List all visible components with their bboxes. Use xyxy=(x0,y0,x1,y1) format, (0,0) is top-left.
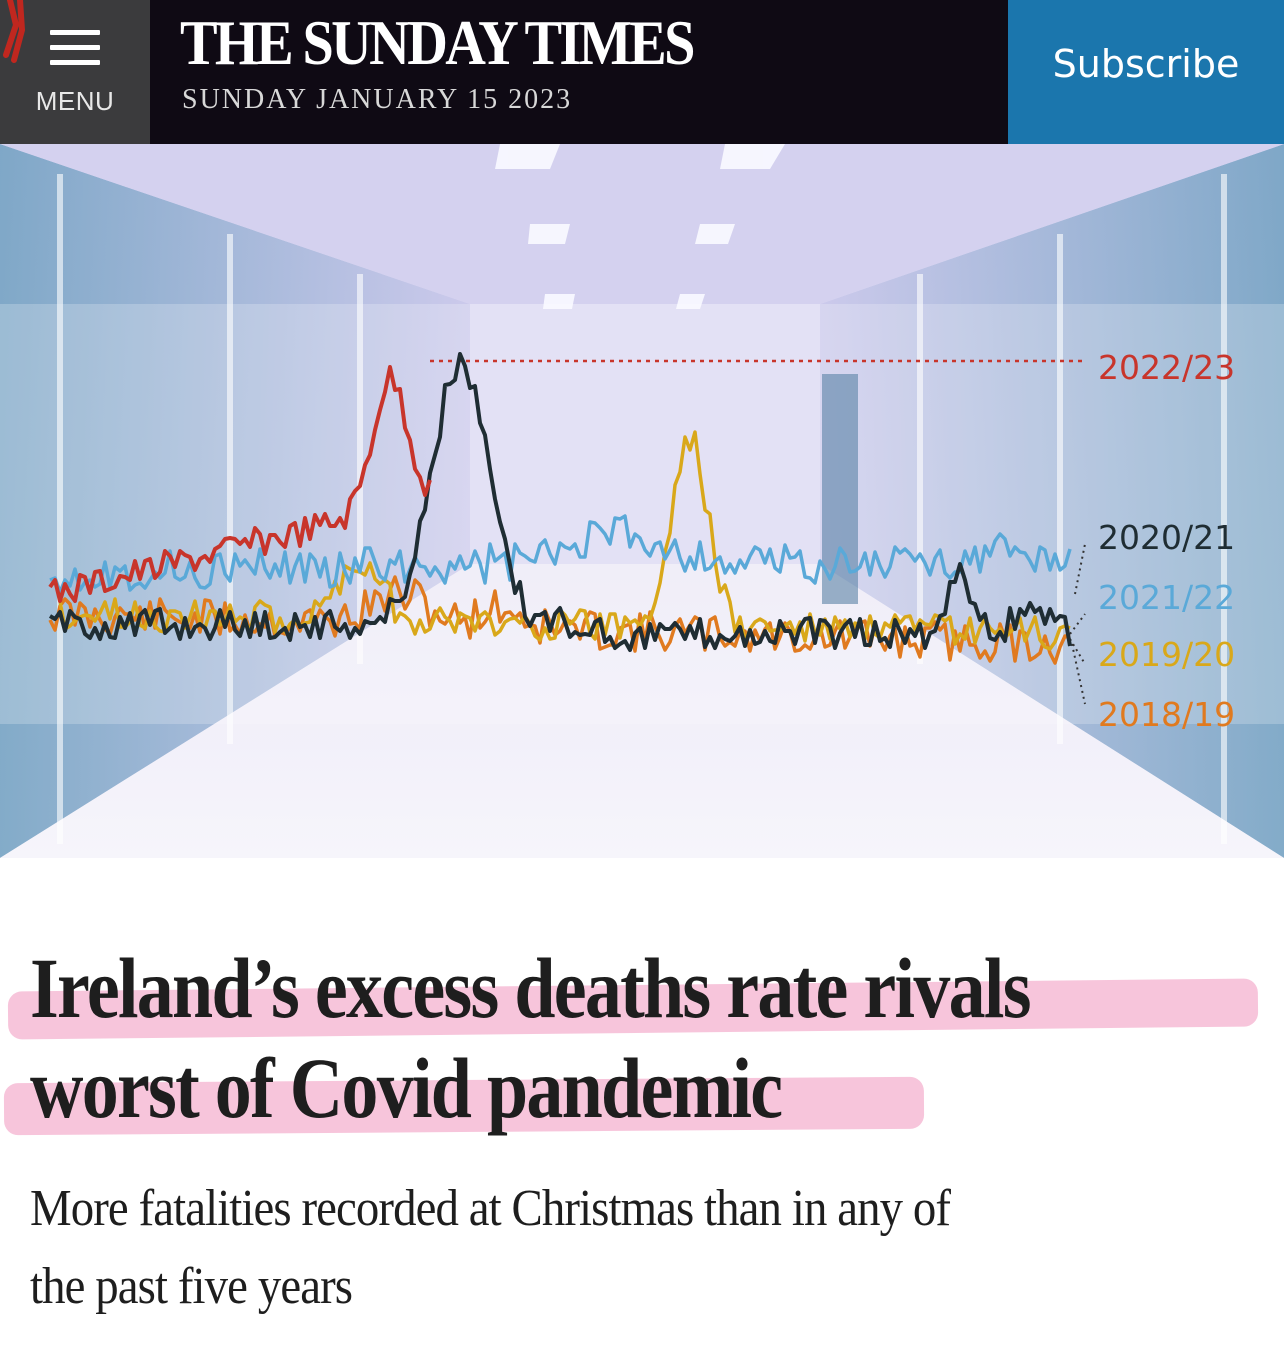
hero-image: 2022/23 2020/21 2021/22 2019/20 2018/19 xyxy=(0,144,1284,858)
masthead-logo[interactable]: THE SUNDAY TIMES xyxy=(180,7,695,78)
chart-series-labels: 2022/23 2020/21 2021/22 2019/20 2018/19 xyxy=(1098,348,1235,734)
article-standfirst: More fatalities recorded at Christmas th… xyxy=(30,1170,1260,1326)
series-label-2019-20: 2019/20 xyxy=(1098,635,1235,674)
subscribe-label: Subscribe xyxy=(1052,42,1240,86)
series-label-2021-22: 2021/22 xyxy=(1098,578,1235,617)
series-label-2022-23: 2022/23 xyxy=(1098,348,1235,387)
hamburger-icon xyxy=(50,30,100,66)
corridor-door xyxy=(822,374,858,604)
subscribe-button[interactable]: Subscribe xyxy=(1008,0,1284,144)
edition-date: SUNDAY JANUARY 15 2023 xyxy=(182,84,573,115)
corridor-ceiling xyxy=(0,144,1284,304)
series-line-2020-21 xyxy=(48,352,1072,652)
article-headline: Ireland’s excess deaths rate rivals wors… xyxy=(30,938,1260,1138)
menu-button[interactable]: MENU xyxy=(0,0,150,144)
ceiling-lights xyxy=(495,144,785,309)
corridor-left-wall xyxy=(0,144,470,858)
red-scribble-mark xyxy=(3,0,26,63)
top-navigation-bar: MENU THE SUNDAY TIMES SUNDAY JANUARY 15 … xyxy=(0,0,1284,144)
corridor-floor xyxy=(0,564,1284,858)
headline-line-2: worst of Covid pandemic xyxy=(30,1040,783,1136)
series-label-2020-21: 2020/21 xyxy=(1098,518,1235,557)
hero-chart-illustration: 2022/23 2020/21 2021/22 2019/20 2018/19 xyxy=(0,144,1284,858)
series-label-2018-19: 2018/19 xyxy=(1098,695,1235,734)
series-line-2021-22 xyxy=(49,514,1072,594)
menu-label: MENU xyxy=(35,86,115,116)
chart-series-layer xyxy=(48,352,1072,665)
corridor-end-wall xyxy=(470,304,820,564)
series-line-2022-23 xyxy=(48,365,432,603)
series-line-2018-19 xyxy=(48,575,1071,665)
standfirst-line-1: More fatalities recorded at Christmas th… xyxy=(30,1180,951,1237)
standfirst-line-2: the past five years xyxy=(30,1258,353,1315)
label-connectors xyxy=(1069,543,1086,705)
corridor-window-frames xyxy=(57,174,1227,844)
corridor-right-wall xyxy=(820,144,1284,858)
headline-line-1: Ireland’s excess deaths rate rivals xyxy=(30,940,1031,1036)
